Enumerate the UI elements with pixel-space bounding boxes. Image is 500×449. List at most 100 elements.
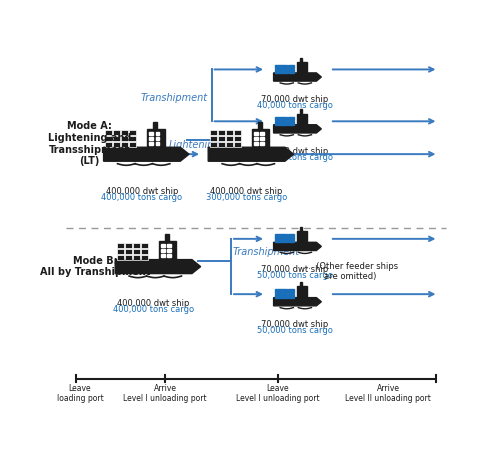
Bar [218, 142, 225, 147]
Bar [159, 241, 176, 260]
Text: Transhipment: Transhipment [233, 247, 300, 257]
Bar [106, 130, 112, 136]
Bar [274, 234, 280, 238]
Bar [274, 121, 280, 125]
Text: 70,000 dwt ship: 70,000 dwt ship [262, 95, 328, 104]
Bar [141, 243, 148, 248]
Bar [130, 136, 136, 141]
Bar [281, 121, 287, 125]
Polygon shape [274, 125, 322, 133]
Bar [288, 294, 294, 298]
Bar [260, 142, 264, 145]
Bar [274, 69, 280, 73]
Text: Arrive
Level I unloading port: Arrive Level I unloading port [124, 384, 207, 403]
Bar [117, 255, 124, 260]
Bar [117, 243, 124, 248]
Text: Lightening: Lightening [168, 140, 220, 150]
Bar [141, 255, 148, 260]
Text: 50,000 tons cargo: 50,000 tons cargo [257, 271, 333, 280]
Bar [296, 286, 307, 298]
Bar [156, 137, 160, 140]
Bar [122, 130, 128, 136]
Polygon shape [274, 242, 322, 251]
Bar [125, 243, 132, 248]
Bar [133, 243, 140, 248]
Polygon shape [300, 110, 302, 114]
Polygon shape [104, 147, 189, 161]
Bar [254, 142, 258, 145]
Bar [133, 249, 140, 254]
Bar [141, 249, 148, 254]
Bar [281, 65, 287, 69]
Bar [281, 234, 287, 238]
Bar [234, 142, 241, 147]
Bar [288, 234, 294, 238]
Bar [274, 294, 280, 298]
Polygon shape [300, 282, 302, 286]
Bar [210, 130, 217, 136]
Bar [288, 238, 294, 242]
Bar [288, 290, 294, 293]
Polygon shape [300, 227, 302, 231]
Bar [260, 137, 264, 140]
Bar [254, 132, 258, 135]
Text: 400,000 dwt ship: 400,000 dwt ship [210, 187, 283, 196]
Polygon shape [208, 147, 294, 161]
Text: Mode B:
All by Transhipment: Mode B: All by Transhipment [40, 255, 150, 277]
Text: Leave
Level I unloading port: Leave Level I unloading port [236, 384, 320, 403]
Bar [274, 117, 280, 120]
Bar [296, 62, 307, 73]
Bar [130, 142, 136, 147]
Bar [288, 121, 294, 125]
Bar [296, 231, 307, 242]
Bar [288, 69, 294, 73]
Text: 60,000 tons cargo: 60,000 tons cargo [257, 153, 333, 162]
Bar [167, 244, 171, 247]
Bar [156, 142, 160, 145]
Polygon shape [115, 260, 200, 273]
Bar [288, 65, 294, 69]
Bar [274, 65, 280, 69]
Bar [156, 132, 160, 135]
Text: 400,000 tons cargo: 400,000 tons cargo [102, 193, 182, 202]
Polygon shape [258, 122, 262, 128]
Text: 400,000 dwt ship: 400,000 dwt ship [118, 299, 190, 308]
Text: 70,000 dwt ship: 70,000 dwt ship [262, 265, 328, 274]
Bar [114, 142, 120, 147]
Text: Leave
loading port: Leave loading port [56, 384, 104, 403]
Text: Arrive
Level II unloading port: Arrive Level II unloading port [345, 384, 431, 403]
Bar [226, 136, 233, 141]
Bar [167, 249, 171, 252]
Bar [133, 255, 140, 260]
Text: 400,000 tons cargo: 400,000 tons cargo [113, 305, 194, 314]
Bar [252, 128, 269, 147]
Bar [210, 142, 217, 147]
Polygon shape [274, 73, 322, 81]
Bar [281, 117, 287, 120]
Bar [234, 136, 241, 141]
Bar [130, 130, 136, 136]
Bar [281, 290, 287, 293]
Bar [161, 254, 164, 257]
Bar [167, 254, 171, 257]
Bar [125, 255, 132, 260]
Bar [106, 136, 112, 141]
Polygon shape [274, 298, 322, 306]
Bar [281, 294, 287, 298]
Bar [296, 114, 307, 125]
Polygon shape [300, 57, 302, 62]
Polygon shape [165, 234, 169, 241]
Bar [234, 130, 241, 136]
Text: Transhipment: Transhipment [140, 93, 208, 103]
Text: ...  (Other feeder ships
        are omitted): ... (Other feeder ships are omitted) [303, 262, 398, 282]
Bar [114, 136, 120, 141]
Bar [274, 238, 280, 242]
Bar [226, 142, 233, 147]
Bar [161, 244, 164, 247]
Bar [117, 249, 124, 254]
Polygon shape [154, 122, 158, 128]
Text: 400,000 dwt ship: 400,000 dwt ship [106, 187, 178, 196]
Bar [210, 136, 217, 141]
Bar [125, 249, 132, 254]
Bar [218, 130, 225, 136]
